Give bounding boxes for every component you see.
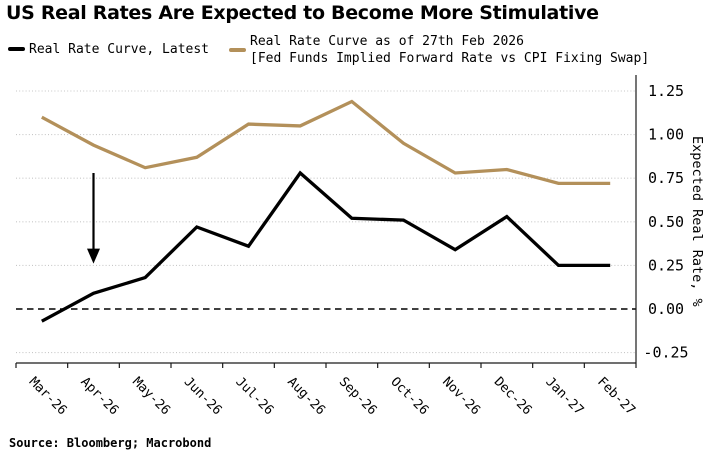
- legend-swatch-forward: [229, 48, 246, 52]
- x-tick-label: Jun-26: [181, 374, 225, 418]
- x-tick-label: May-26: [129, 374, 173, 418]
- x-tick-label: Sep-26: [336, 374, 380, 418]
- y-tick-label: 0.75: [648, 169, 684, 187]
- legend-item-latest: Real Rate Curve, Latest: [8, 40, 209, 58]
- source-note: Source: Bloomberg; Macrobond: [9, 436, 212, 450]
- y-tick-label: 1.00: [648, 126, 684, 144]
- x-tick-label: Aug-26: [284, 374, 328, 418]
- legend-item-forward: Real Rate Curve as of 27th Feb 2026 [Fed…: [229, 32, 649, 68]
- y-tick-label: 0.25: [648, 256, 684, 274]
- x-tick-label: Jul-26: [232, 374, 276, 418]
- legend-label-forward: Real Rate Curve as of 27th Feb 2026 [Fed…: [250, 33, 649, 67]
- x-tick-label: Nov-26: [439, 374, 483, 418]
- y-axis-title: Expected Real Rate, %: [689, 136, 705, 307]
- chart-title: US Real Rates Are Expected to Become Mor…: [6, 2, 599, 24]
- y-tick-label: 0.00: [648, 300, 684, 318]
- x-tick-label: Feb-27: [594, 374, 638, 418]
- legend-label-forward-line2: [Fed Funds Implied Forward Rate vs CPI F…: [250, 51, 650, 66]
- legend-label-forward-line1: Real Rate Curve as of 27th Feb 2026: [250, 34, 524, 49]
- series-line-forward: [41, 99, 611, 186]
- annotation-arrow-head: [87, 248, 100, 264]
- legend-swatch-latest: [8, 47, 25, 51]
- x-tick-label: Apr-26: [77, 374, 121, 418]
- series-line-latest: [41, 170, 611, 323]
- y-tick-label: 0.50: [648, 213, 684, 231]
- x-tick-label: Dec-26: [491, 374, 535, 418]
- y-tick-label: -0.25: [643, 344, 688, 362]
- legend-label-latest: Real Rate Curve, Latest: [29, 41, 210, 57]
- y-tick-label: 1.25: [648, 82, 684, 100]
- x-tick-label: Jan-27: [542, 374, 586, 418]
- x-tick-label: Mar-26: [26, 374, 70, 418]
- x-tick-label: Oct-26: [387, 374, 431, 418]
